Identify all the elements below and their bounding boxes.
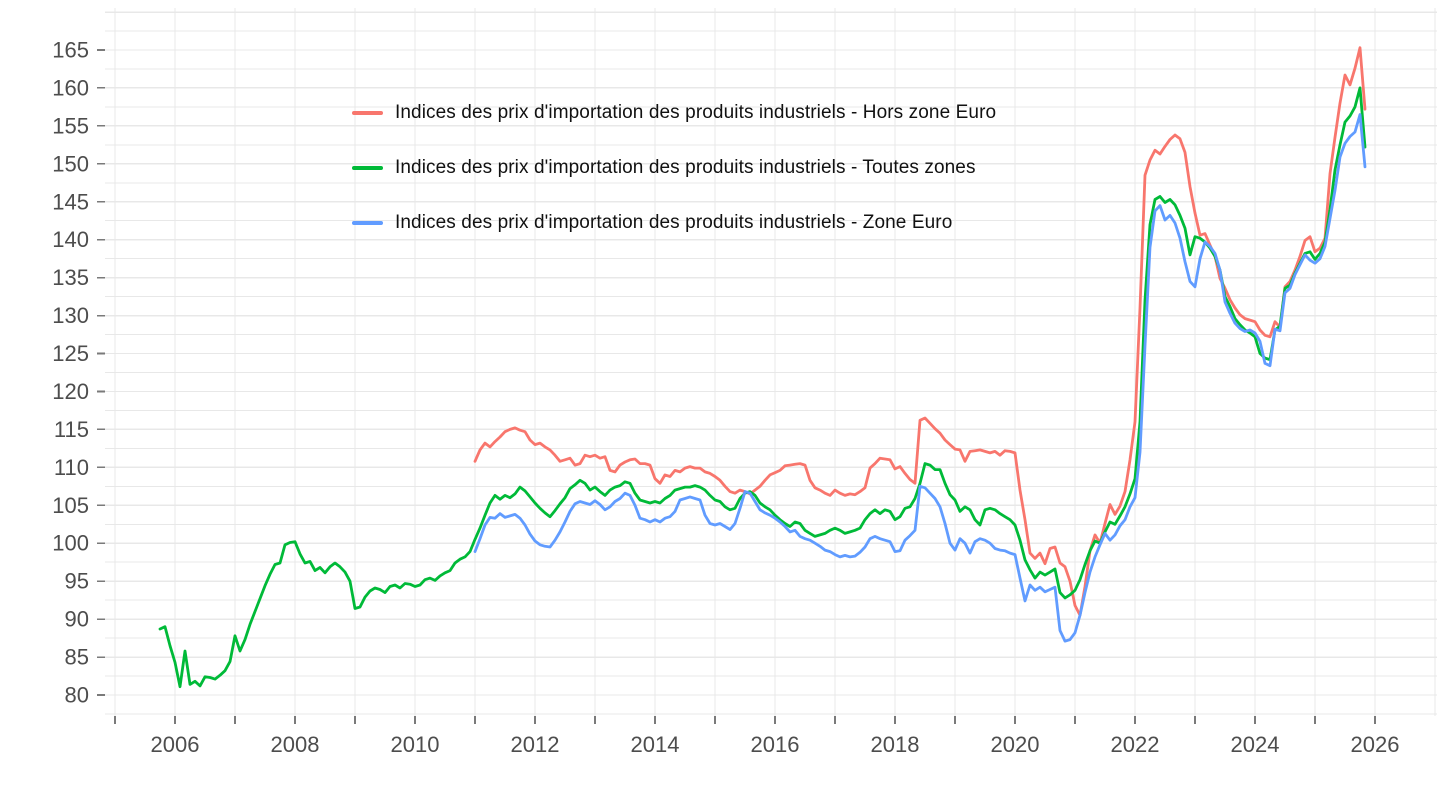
legend: Indices des prix d'importation des produ… [352,85,996,250]
legend-key-line-green [352,165,383,170]
svg-text:135: 135 [52,265,89,290]
svg-text:2022: 2022 [1111,732,1160,757]
svg-text:2026: 2026 [1351,732,1400,757]
y-axis-labels: 80 85 90 95 100 105 110 115 120 125 130 135 140 145 15… [52,38,89,708]
x-axis-labels: 2006 2008 2010 2012 2014 2016 2018 2020 2022 2024… [151,732,1400,757]
series-line-1 [158,86,1367,689]
svg-text:2006: 2006 [151,732,200,757]
legend-label: Indices des prix d'importation des produ… [395,156,976,178]
svg-text:85: 85 [65,645,89,670]
svg-text:2012: 2012 [511,732,560,757]
legend-key-line-blue [352,220,383,225]
svg-text:165: 165 [52,38,89,63]
svg-text:155: 155 [52,113,89,138]
legend-label: Indices des prix d'importation des produ… [395,211,953,233]
gridlines [105,8,1437,716]
svg-text:2018: 2018 [871,732,920,757]
svg-text:160: 160 [52,75,89,100]
svg-text:140: 140 [52,227,89,252]
svg-text:2010: 2010 [391,732,440,757]
legend-item-toutes-zones: Indices des prix d'importation des produ… [352,140,996,195]
svg-text:115: 115 [54,417,89,442]
series-line-2 [473,113,1367,643]
svg-text:125: 125 [52,341,89,366]
svg-text:145: 145 [52,189,89,214]
legend-label: Indices des prix d'importation des produ… [395,101,997,123]
svg-text:2014: 2014 [631,732,680,757]
svg-text:110: 110 [54,455,89,480]
svg-text:105: 105 [52,493,89,518]
legend-key-line-red [352,110,383,115]
svg-text:95: 95 [65,569,89,594]
legend-item-zone-euro: Indices des prix d'importation des produ… [352,195,996,250]
svg-text:2020: 2020 [991,732,1040,757]
svg-text:2008: 2008 [271,732,320,757]
legend-item-hors-zone-euro: Indices des prix d'importation des produ… [352,85,996,140]
svg-text:120: 120 [52,379,89,404]
svg-text:150: 150 [52,151,89,176]
svg-text:90: 90 [65,607,89,632]
svg-text:2016: 2016 [751,732,800,757]
svg-text:80: 80 [65,683,89,708]
svg-text:2024: 2024 [1231,732,1280,757]
svg-text:130: 130 [52,303,89,328]
svg-text:100: 100 [52,531,89,556]
axis-ticks [97,49,1376,724]
